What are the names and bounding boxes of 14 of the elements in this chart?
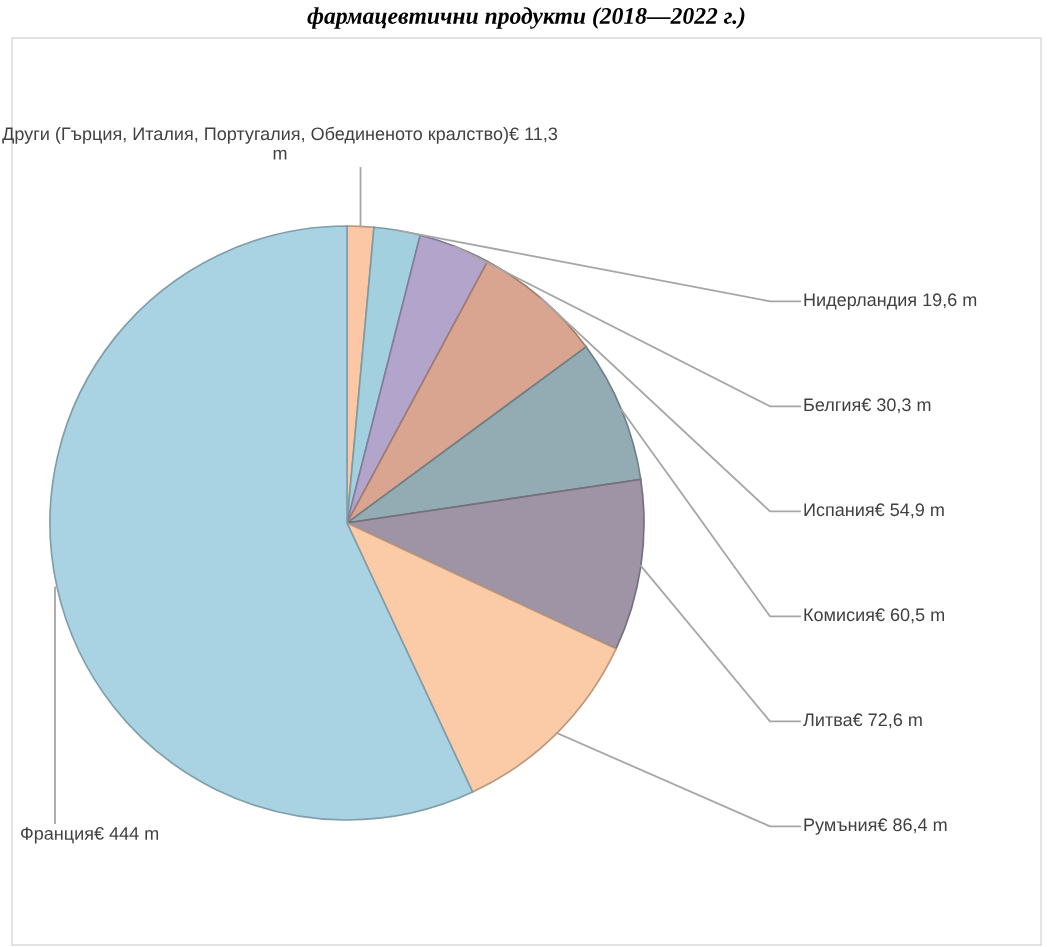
- slice-label: Литва€ 72,6 m: [803, 713, 922, 729]
- slice-label: Белгия€ 30,3 m: [804, 398, 931, 414]
- slice-label: Комисия€ 60,5 m: [804, 608, 945, 624]
- slice-label: Нидерландия 19,6 m: [804, 293, 977, 310]
- chart-title: фармацевтични продукти (2018—2022 г.): [307, 7, 745, 29]
- slice-label: Румъния€ 86,4 m: [804, 818, 947, 835]
- pie-slice: [346, 345, 642, 524]
- slice-label: Други (Гърция, Италия, Португалия, Обединеното кралство)€ 11,3 m: [2, 126, 558, 160]
- pie-slice: [346, 260, 587, 524]
- pie-slice: [346, 522, 617, 793]
- pie-slice: [49, 225, 474, 821]
- slice-label: Испания€ 54,9 m: [804, 503, 944, 519]
- slice-label: Франция€ 444 m: [21, 827, 159, 844]
- pie-slice: [346, 478, 645, 650]
